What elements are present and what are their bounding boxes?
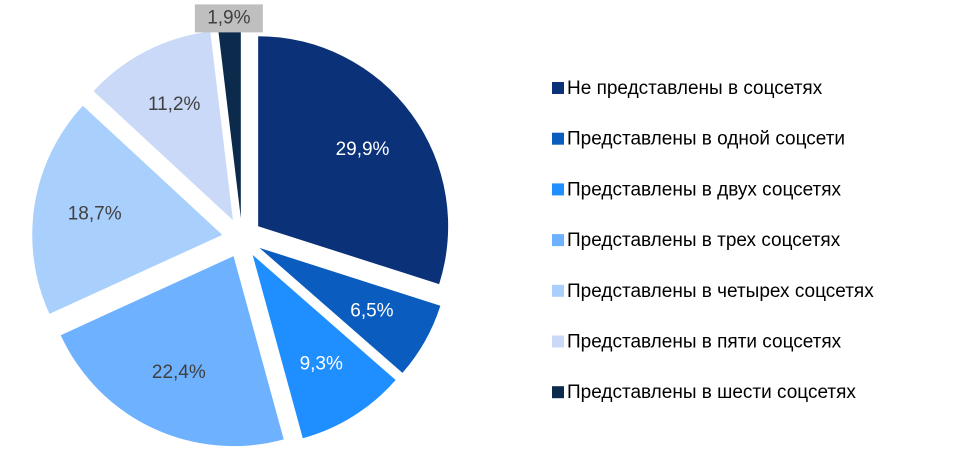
legend-swatch xyxy=(552,335,564,348)
pie-slice xyxy=(32,105,223,314)
legend-swatch xyxy=(552,234,564,247)
pie-slice xyxy=(252,254,396,439)
data-label: 6,5% xyxy=(350,300,393,321)
data-label: 22,4% xyxy=(152,362,206,383)
pie-slice xyxy=(258,36,449,285)
legend-label: Представлены в пяти соцсетях xyxy=(567,332,842,353)
legend-label: Представлены в трех соцсетях xyxy=(567,230,841,251)
pie-slice xyxy=(259,247,441,373)
legend-swatch xyxy=(552,82,564,94)
data-label: 29,9% xyxy=(336,139,390,160)
data-label: 9,3% xyxy=(300,353,343,374)
legend-swatch xyxy=(552,132,564,145)
legend-swatch xyxy=(552,284,564,297)
legend-swatch xyxy=(552,386,564,399)
legend-label: Представлены в двух соцсетях xyxy=(567,179,842,200)
legend-label: Представлены в шести соцсетях xyxy=(567,382,856,403)
data-label: 18,7% xyxy=(68,203,122,224)
label-box xyxy=(194,4,263,33)
legend-label: Не представлены в соцсетях xyxy=(567,78,823,99)
legend-label: Представлены в четырех соцсетях xyxy=(567,281,874,302)
data-label: 11,2% xyxy=(148,94,201,115)
pie-slice xyxy=(218,28,241,219)
legend-label: Представлены в одной соцсети xyxy=(567,129,845,150)
pie-slice xyxy=(93,31,233,221)
data-label: 1,9% xyxy=(207,7,250,28)
pie-slice xyxy=(60,256,284,447)
legend-swatch xyxy=(552,183,564,196)
